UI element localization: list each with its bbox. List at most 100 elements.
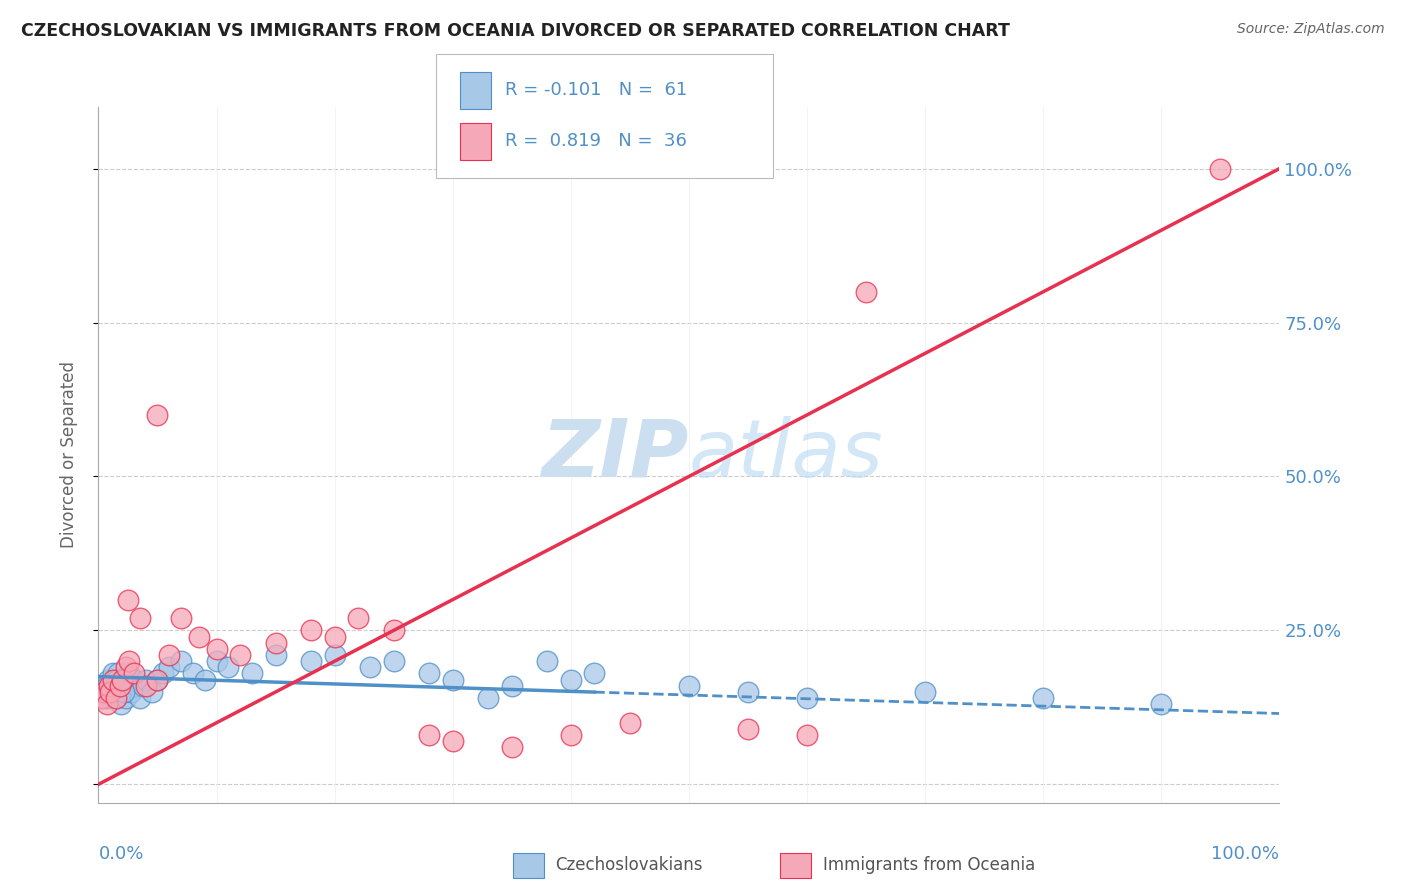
Point — [855, 285, 877, 299]
Point — [105, 673, 128, 687]
Point — [619, 715, 641, 730]
Point — [146, 673, 169, 687]
Point — [93, 679, 115, 693]
Point — [105, 691, 128, 706]
Point — [146, 408, 169, 422]
Text: Immigrants from Oceania: Immigrants from Oceania — [823, 856, 1035, 874]
Point — [121, 685, 143, 699]
Point — [117, 592, 139, 607]
Point — [583, 666, 606, 681]
Point — [98, 685, 121, 699]
Point — [112, 685, 135, 699]
Point — [536, 654, 558, 668]
Point — [110, 698, 132, 712]
Point — [205, 654, 228, 668]
Point — [114, 660, 136, 674]
Point — [501, 679, 523, 693]
Point — [103, 685, 125, 699]
Point — [128, 611, 150, 625]
Text: 100.0%: 100.0% — [1212, 845, 1279, 863]
Point — [796, 691, 818, 706]
Point — [359, 660, 381, 674]
Point — [98, 679, 121, 693]
Point — [101, 673, 124, 687]
Point — [122, 673, 145, 687]
Point — [146, 673, 169, 687]
Point — [128, 691, 150, 706]
Point — [91, 691, 114, 706]
Point — [96, 679, 118, 693]
Point — [737, 685, 759, 699]
Point — [96, 698, 118, 712]
Text: R = -0.101   N =  61: R = -0.101 N = 61 — [505, 81, 688, 99]
Point — [118, 666, 141, 681]
Point — [125, 679, 148, 693]
Point — [347, 611, 370, 625]
Point — [194, 673, 217, 687]
Point — [796, 728, 818, 742]
Point — [118, 654, 141, 668]
Text: Source: ZipAtlas.com: Source: ZipAtlas.com — [1237, 22, 1385, 37]
Point — [170, 654, 193, 668]
Point — [187, 630, 209, 644]
Point — [1150, 698, 1173, 712]
Point — [299, 654, 322, 668]
Point — [105, 679, 128, 693]
Point — [382, 654, 405, 668]
Point — [105, 691, 128, 706]
Point — [93, 685, 115, 699]
Point — [678, 679, 700, 693]
Point — [264, 636, 287, 650]
Point — [111, 673, 134, 687]
Point — [100, 679, 122, 693]
Text: atlas: atlas — [689, 416, 884, 494]
Point — [501, 740, 523, 755]
Point — [101, 666, 124, 681]
Point — [107, 666, 129, 681]
Point — [112, 679, 135, 693]
Point — [104, 673, 127, 687]
Text: ZIP: ZIP — [541, 416, 689, 494]
Point — [382, 624, 405, 638]
Point — [117, 679, 139, 693]
Text: Czechoslovakians: Czechoslovakians — [555, 856, 703, 874]
Point — [122, 666, 145, 681]
Point — [94, 691, 117, 706]
Point — [560, 728, 582, 742]
Point — [98, 685, 121, 699]
Point — [152, 666, 174, 681]
Point — [157, 660, 180, 674]
Point — [170, 611, 193, 625]
Point — [914, 685, 936, 699]
Point — [264, 648, 287, 662]
Point — [737, 722, 759, 736]
Point — [560, 673, 582, 687]
Point — [418, 666, 440, 681]
Point — [135, 673, 157, 687]
Point — [1209, 161, 1232, 176]
Point — [108, 679, 131, 693]
Point — [441, 734, 464, 748]
Point — [418, 728, 440, 742]
Point — [141, 685, 163, 699]
Y-axis label: Divorced or Separated: Divorced or Separated — [59, 361, 77, 549]
Point — [115, 673, 138, 687]
Point — [132, 679, 155, 693]
Point — [205, 641, 228, 656]
Point — [135, 679, 157, 693]
Point — [157, 648, 180, 662]
Point — [323, 648, 346, 662]
Point — [1032, 691, 1054, 706]
Text: CZECHOSLOVAKIAN VS IMMIGRANTS FROM OCEANIA DIVORCED OR SEPARATED CORRELATION CHA: CZECHOSLOVAKIAN VS IMMIGRANTS FROM OCEAN… — [21, 22, 1010, 40]
Point — [108, 685, 131, 699]
Point — [111, 673, 134, 687]
Point — [97, 673, 120, 687]
Point — [98, 691, 121, 706]
Point — [91, 685, 114, 699]
Text: R =  0.819   N =  36: R = 0.819 N = 36 — [505, 133, 686, 151]
Point — [217, 660, 239, 674]
Point — [114, 691, 136, 706]
Point — [240, 666, 263, 681]
Point — [112, 685, 135, 699]
Point — [181, 666, 204, 681]
